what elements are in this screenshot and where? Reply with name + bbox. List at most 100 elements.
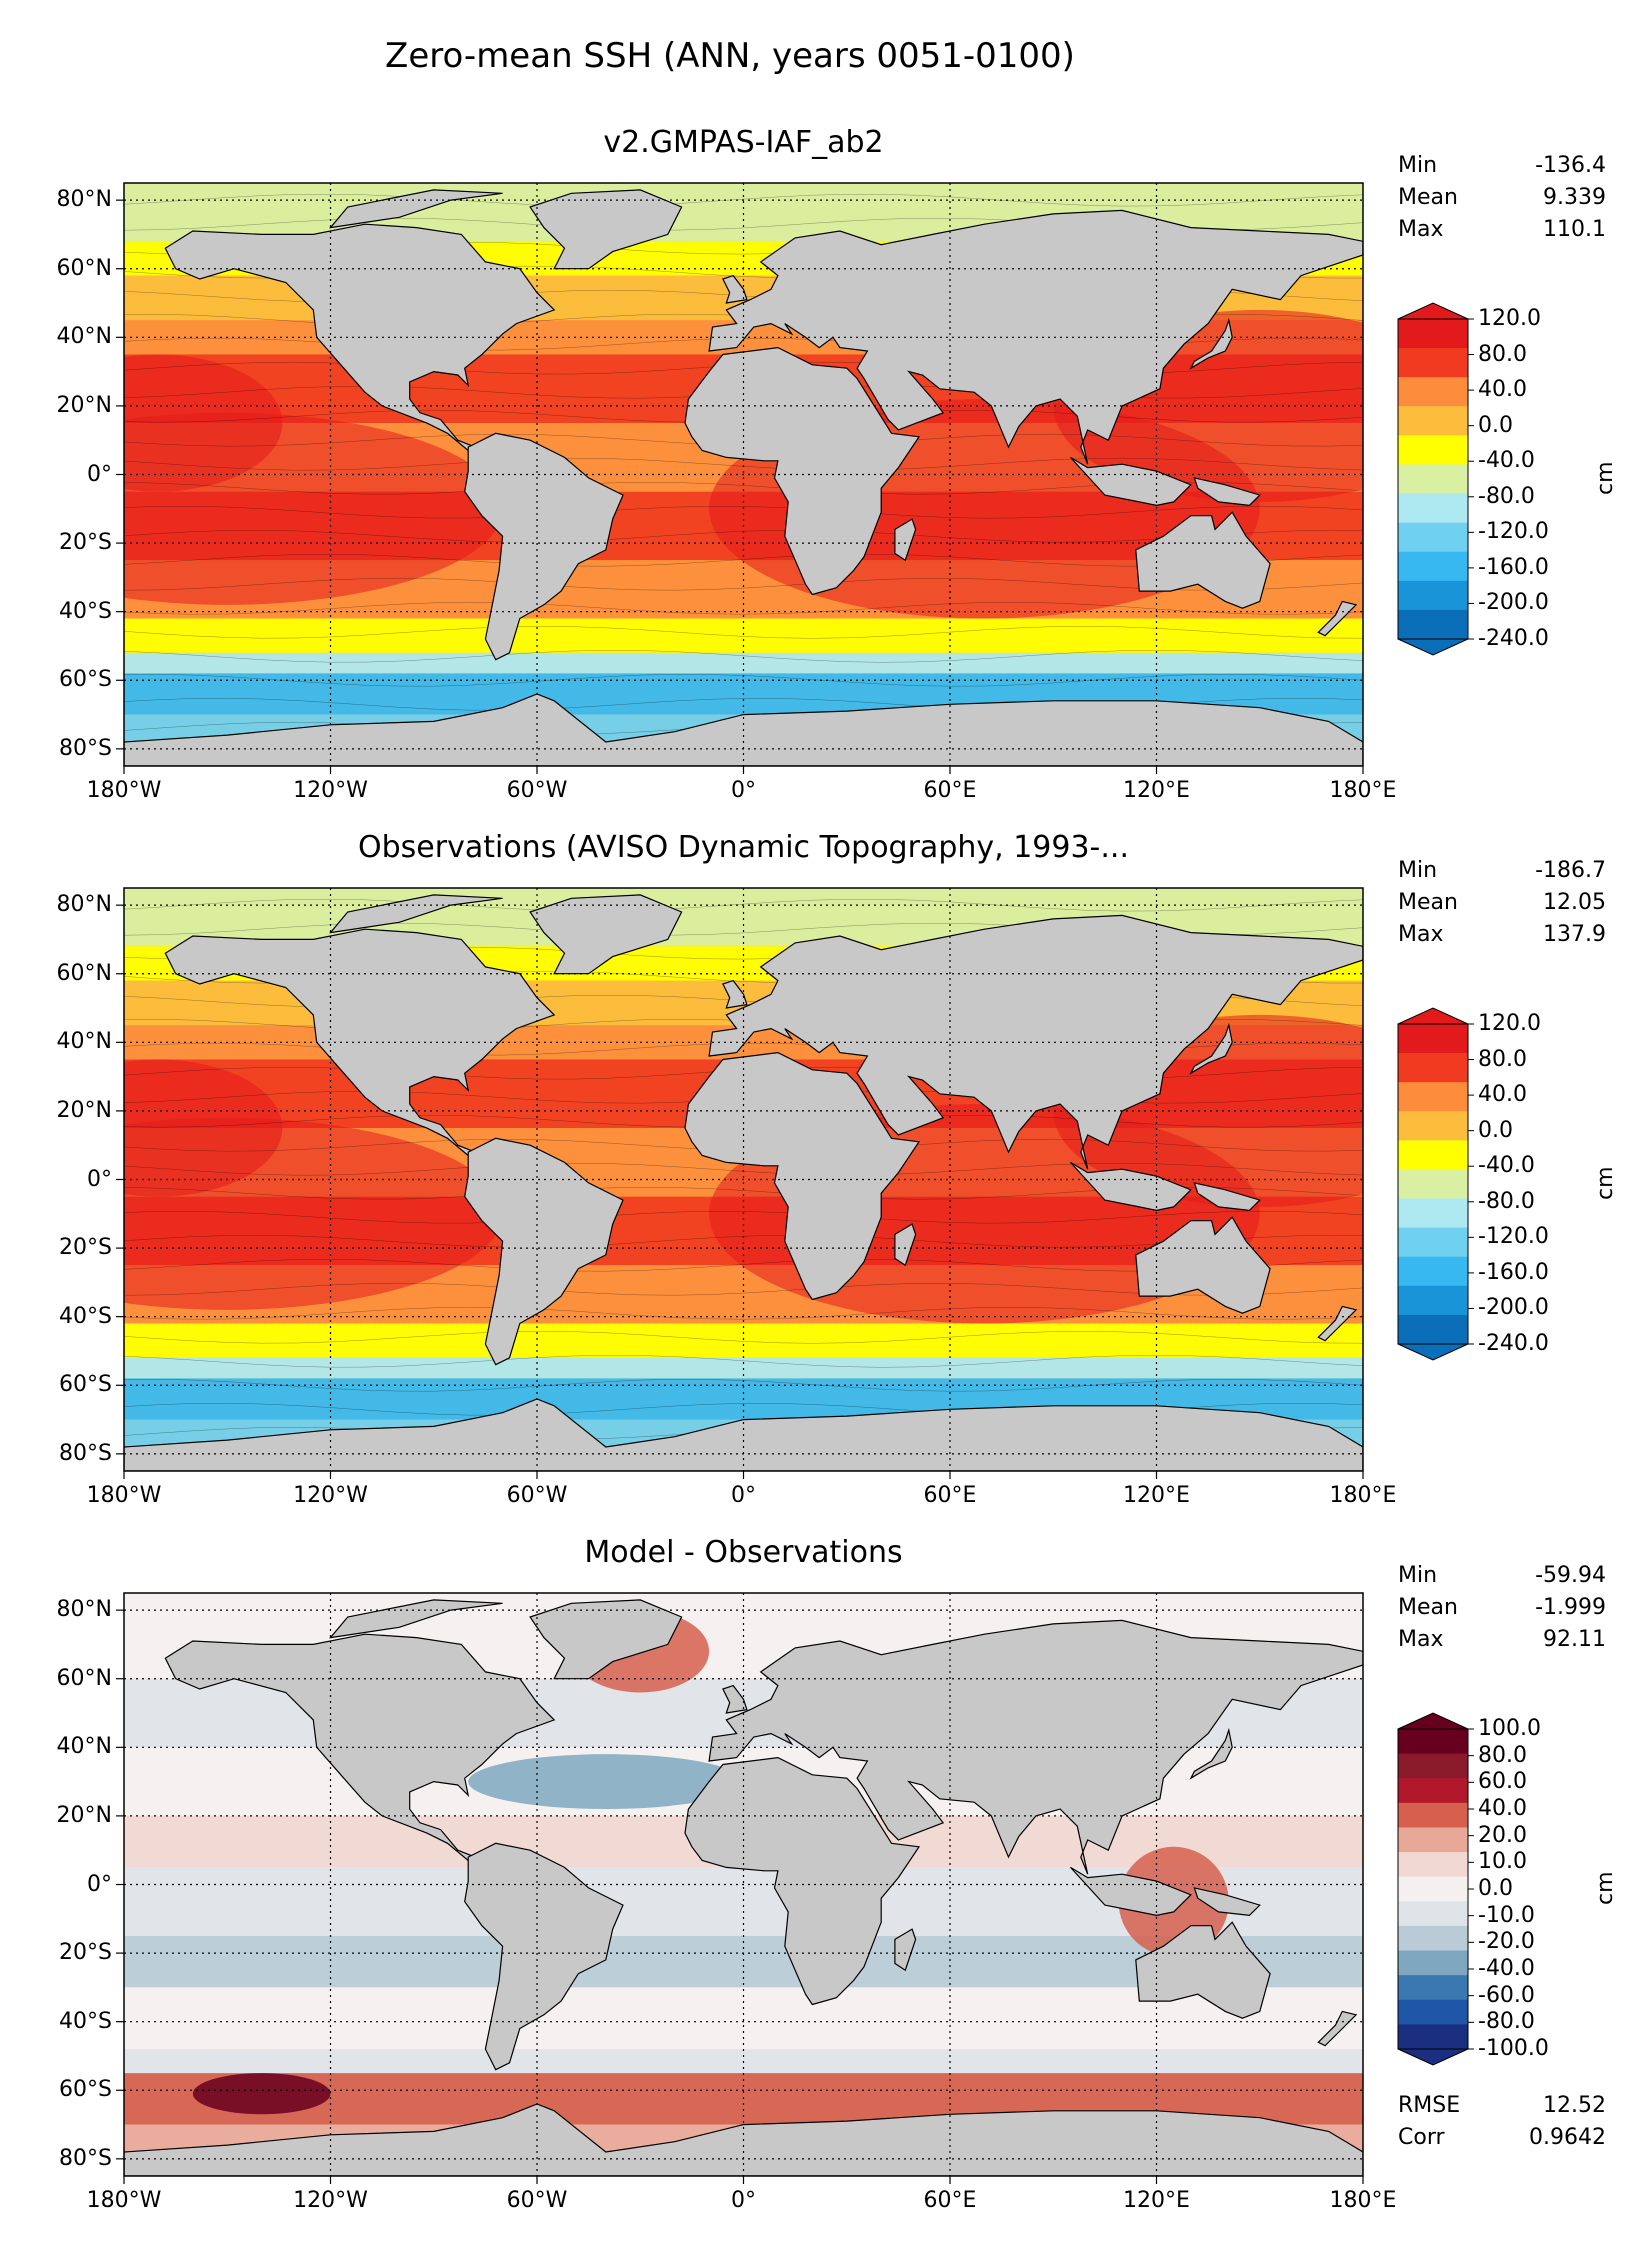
land-japan — [1189, 317, 1233, 370]
stat-label: Min — [1398, 1563, 1438, 1588]
lon-tick-label: 60°E — [923, 778, 977, 803]
colorbar-tick-label: -20.0 — [1478, 1929, 1535, 1955]
panel-title: Observations (AVISO Dynamic Topography, … — [358, 830, 1129, 865]
map-panel-3 — [116, 1592, 1474, 2184]
land-africa — [684, 1051, 921, 1301]
colorbar-unit-label: cm — [1593, 1166, 1618, 1200]
stat-value: 0.9642 — [1529, 2125, 1606, 2150]
lon-tick-label: 120°W — [293, 2188, 368, 2213]
lon-tick-label: 0° — [731, 778, 756, 803]
colorbar-tick-label: -40.0 — [1478, 1956, 1535, 1981]
land-uk — [722, 1684, 748, 1714]
colorbar-tick-label: -120.0 — [1478, 519, 1549, 545]
lon-tick-label: 60°W — [506, 1483, 568, 1508]
colorbar-tick-label: -80.0 — [1478, 483, 1535, 509]
colorbar-tick-label: -200.0 — [1478, 590, 1549, 616]
lat-tick-label: 40°S — [59, 598, 112, 624]
lon-tick-label: 0° — [731, 1483, 756, 1508]
lon-tick-label: 180°E — [1329, 2188, 1397, 2213]
land-south-america — [464, 432, 624, 661]
colorbar-tick-label: 40.0 — [1478, 377, 1527, 403]
lat-tick-label: 40°S — [59, 2008, 112, 2034]
lon-tick-label: 180°E — [1329, 778, 1397, 803]
lat-tick-label: 40°N — [56, 1734, 112, 1760]
stat-value: 110.1 — [1543, 217, 1606, 242]
colorbar-tick-label: -240.0 — [1478, 1331, 1549, 1356]
stat-label: Max — [1398, 217, 1444, 242]
lon-tick-label: 180°W — [86, 778, 162, 803]
colorbar-tick-label: -240.0 — [1478, 626, 1549, 651]
lat-tick-label: 20°S — [59, 1235, 112, 1261]
colorbar — [1397, 1712, 1474, 2066]
map-panel-2 — [116, 887, 1474, 1479]
lat-tick-label: 40°N — [56, 324, 112, 350]
land-arctic-islands — [329, 894, 503, 934]
lon-tick-label: 60°W — [506, 2188, 568, 2213]
panel-title: Model - Observations — [584, 1535, 903, 1570]
lat-tick-label: 60°N — [56, 255, 112, 281]
ssh-field — [124, 888, 1363, 1471]
land-indonesia — [1070, 456, 1192, 507]
land-uk — [722, 274, 748, 304]
lat-tick-label: 40°N — [56, 1029, 112, 1055]
land-arctic-islands — [329, 1599, 503, 1639]
colorbar-tick-label: 120.0 — [1478, 1011, 1541, 1036]
colorbar-tick-label: -100.0 — [1478, 2036, 1549, 2061]
land-japan — [1189, 1727, 1233, 1780]
lon-tick-label: 120°E — [1123, 2188, 1190, 2213]
lon-tick-label: 180°W — [86, 2188, 162, 2213]
lat-tick-label: 80°N — [56, 892, 112, 918]
lat-tick-label: 80°S — [59, 1440, 112, 1466]
stat-value: 12.05 — [1543, 890, 1606, 915]
colorbar-tick-label: 40.0 — [1478, 1082, 1527, 1108]
lon-tick-label: 60°E — [923, 2188, 977, 2213]
colorbar-tick-label: -60.0 — [1478, 1982, 1535, 2008]
lat-tick-label: 20°N — [56, 392, 112, 418]
land-australia — [1135, 1216, 1271, 1314]
colorbar-tick-label: 80.0 — [1478, 341, 1527, 367]
land-arctic-islands — [329, 189, 503, 229]
land-new-zealand — [1317, 1305, 1358, 1342]
stat-label: RMSE — [1398, 2093, 1461, 2118]
colorbar-tick-label: 0.0 — [1478, 412, 1513, 438]
lon-tick-label: 60°E — [923, 1483, 977, 1508]
colorbar-tick-label: 0.0 — [1478, 1117, 1513, 1143]
stat-value: 137.9 — [1543, 922, 1606, 947]
stat-value: -186.7 — [1535, 858, 1606, 883]
colorbar-tick-label: -80.0 — [1478, 1188, 1535, 1214]
lon-tick-label: 120°W — [293, 778, 368, 803]
lat-tick-label: 0° — [87, 1871, 112, 1897]
stat-label: Mean — [1398, 185, 1458, 210]
colorbar-tick-label: -200.0 — [1478, 1295, 1549, 1321]
stat-value: -1.999 — [1535, 1595, 1606, 1620]
land-japan — [1189, 1022, 1233, 1075]
figure-title: Zero-mean SSH (ANN, years 0051-0100) — [385, 36, 1075, 76]
land-australia — [1135, 1921, 1271, 2019]
colorbar-tick-label: 60.0 — [1478, 1769, 1527, 1795]
lat-tick-label: 20°N — [56, 1097, 112, 1123]
colorbar-tick-label: 0.0 — [1478, 1876, 1513, 1901]
lon-tick-label: 120°E — [1123, 1483, 1190, 1508]
lon-tick-label: 0° — [731, 2188, 756, 2213]
stat-label: Max — [1398, 922, 1444, 947]
colorbar — [1397, 302, 1474, 656]
land-south-america — [464, 1842, 624, 2071]
stat-value: 92.11 — [1543, 1627, 1606, 1652]
land-new-zealand — [1317, 600, 1358, 637]
graticule — [124, 1593, 1363, 2176]
land-greenland — [529, 189, 683, 270]
colorbar — [1397, 1007, 1474, 1361]
colorbar-tick-label: -160.0 — [1478, 1259, 1549, 1285]
land-greenland — [529, 894, 683, 975]
lat-tick-label: 20°S — [59, 1940, 112, 1966]
lon-tick-label: 180°W — [86, 1483, 162, 1508]
graticule — [124, 183, 1363, 766]
land-indonesia — [1070, 1866, 1192, 1917]
land-new-zealand — [1317, 2010, 1358, 2047]
stat-value: -136.4 — [1535, 153, 1606, 178]
land-south-america — [464, 1137, 624, 1366]
lon-tick-label: 120°E — [1123, 778, 1190, 803]
land-uk — [722, 979, 748, 1009]
lat-tick-label: 80°S — [59, 735, 112, 761]
